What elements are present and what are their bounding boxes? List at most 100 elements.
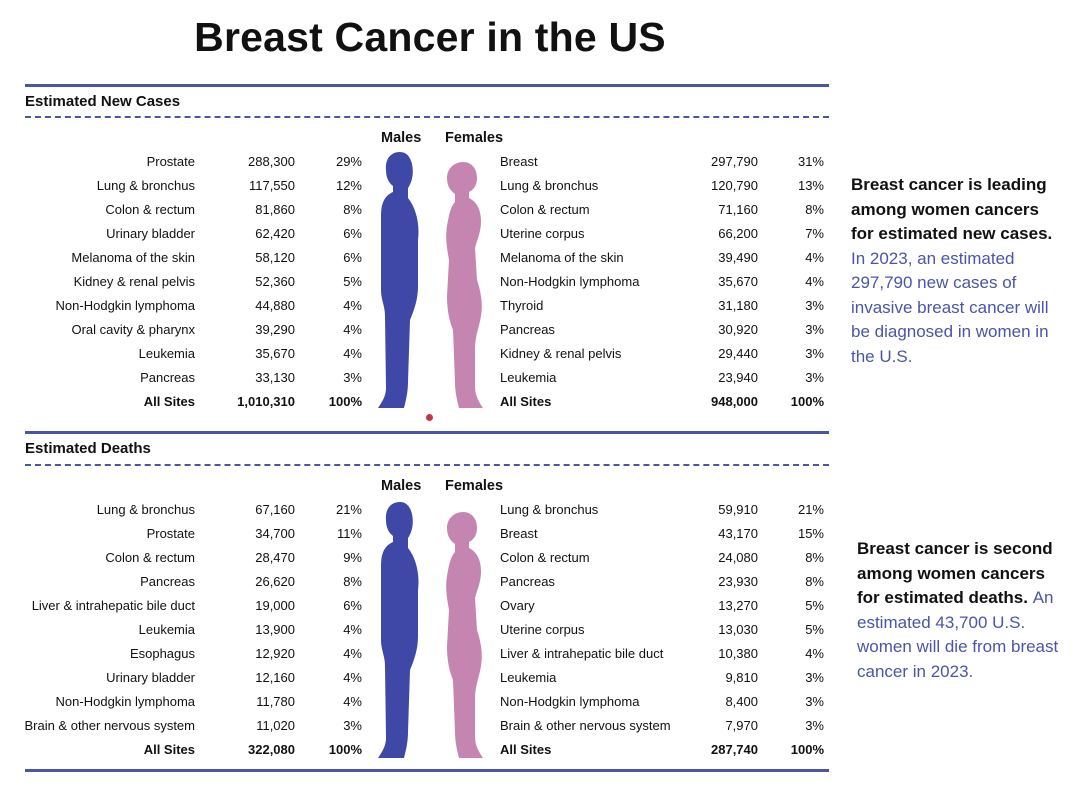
female-percent-cell: 3% <box>805 670 824 685</box>
table-row: Oral cavity & pharynx 39,290 4% Pancreas 30,… <box>0 318 1080 342</box>
male-percent-cell: 4% <box>343 694 362 709</box>
female-site-cell: Breast <box>500 526 538 541</box>
female-site-cell: Non-Hodgkin lymphoma <box>500 274 640 289</box>
male-count-cell: 34,700 <box>255 526 295 541</box>
table-row: Non-Hodgkin lymphoma 11,780 4% Non-Hodgkin … <box>0 690 1080 714</box>
table-row: Brain & other nervous system 11,020 3% Brai… <box>0 714 1080 738</box>
female-count-cell: 7,970 <box>725 718 758 733</box>
female-count-cell: 120,790 <box>711 178 758 193</box>
male-percent-cell: 3% <box>343 370 362 385</box>
male-site-cell: Colon & rectum <box>105 202 195 217</box>
table-row: Kidney & renal pelvis 52,360 5% Non-Hodgkin… <box>0 270 1080 294</box>
female-percent-cell: 4% <box>805 274 824 289</box>
female-count-cell: 59,910 <box>718 502 758 517</box>
male-percent-cell: 4% <box>343 346 362 361</box>
male-site-cell: Oral cavity & pharynx <box>71 322 195 337</box>
male-percent-cell: 4% <box>343 670 362 685</box>
section-heading-new-cases: Estimated New Cases <box>25 93 181 110</box>
male-count-cell: 26,620 <box>255 574 295 589</box>
males-column-header: Males <box>381 130 422 146</box>
female-count-cell: 43,170 <box>718 526 758 541</box>
female-percent-cell: 3% <box>805 370 824 385</box>
bottom-rule <box>25 769 829 772</box>
female-site-cell: Thyroid <box>500 298 544 313</box>
male-count-cell: 11,020 <box>256 718 295 733</box>
male-site-cell: Prostate <box>146 154 195 169</box>
male-site-cell: Liver & intrahepatic bile duct <box>31 598 195 613</box>
male-count-cell: 58,120 <box>255 250 295 265</box>
male-count-cell: 11,780 <box>256 694 295 709</box>
male-percent-cell: 5% <box>343 274 362 289</box>
female-count-cell: 948,000 <box>711 394 758 409</box>
female-percent-cell: 8% <box>805 574 824 589</box>
new-cases-note-bold: Breast cancer is leading among women can… <box>851 175 1053 243</box>
male-site-cell: Non-Hodgkin lymphoma <box>55 298 195 313</box>
female-site-cell: Pancreas <box>500 574 555 589</box>
female-count-cell: 13,270 <box>718 598 758 613</box>
female-percent-cell: 5% <box>805 598 824 613</box>
female-silhouette-icon <box>446 162 483 408</box>
female-count-cell: 29,440 <box>718 346 758 361</box>
male-count-cell: 39,290 <box>255 322 295 337</box>
female-count-cell: 31,180 <box>718 298 758 313</box>
male-site-cell: Non-Hodgkin lymphoma <box>55 694 195 709</box>
male-count-cell: 35,670 <box>255 346 295 361</box>
male-count-cell: 28,470 <box>255 550 295 565</box>
male-site-cell: Kidney & renal pelvis <box>73 274 195 289</box>
female-site-cell: Brain & other nervous system <box>500 718 671 733</box>
female-site-cell: Pancreas <box>500 322 555 337</box>
table-row: Prostate 34,700 11% Breast 43,170 15% <box>0 522 1080 546</box>
female-site-cell: Non-Hodgkin lymphoma <box>500 694 640 709</box>
female-site-cell: All Sites <box>500 394 552 409</box>
male-site-cell: Urinary bladder <box>106 226 195 241</box>
male-site-cell: Lung & bronchus <box>96 178 195 193</box>
table-row: Leukemia 13,900 4% Uterine corpus 13,030 5% <box>0 618 1080 642</box>
female-site-cell: Lung & bronchus <box>500 178 599 193</box>
section-heading-deaths: Estimated Deaths <box>25 440 151 457</box>
table-row: Colon & rectum 28,470 9% Colon & rectum 24,0… <box>0 546 1080 570</box>
female-count-cell: 66,200 <box>718 226 758 241</box>
female-site-cell: Breast <box>500 154 538 169</box>
male-count-cell: 52,360 <box>255 274 295 289</box>
table-row: Pancreas 26,620 8% Pancreas 23,930 8% <box>0 570 1080 594</box>
new-cases-note: Breast cancer is leading among women can… <box>851 173 1061 369</box>
female-percent-cell: 3% <box>805 346 824 361</box>
table-row: Leukemia 35,670 4% Kidney & renal pelvis 29,… <box>0 342 1080 366</box>
male-count-cell: 19,000 <box>255 598 295 613</box>
male-count-cell: 1,010,310 <box>237 394 295 409</box>
male-percent-cell: 3% <box>343 718 362 733</box>
male-count-cell: 44,880 <box>255 298 295 313</box>
female-percent-cell: 3% <box>805 322 824 337</box>
male-count-cell: 13,900 <box>255 622 295 637</box>
female-percent-cell: 3% <box>805 298 824 313</box>
table-row: Lung & bronchus 117,550 12% Lung & bronchus… <box>0 174 1080 198</box>
male-site-cell: Pancreas <box>140 370 195 385</box>
male-count-cell: 12,920 <box>255 646 295 661</box>
male-count-cell: 322,080 <box>248 742 295 757</box>
deaths-note-bold: Breast cancer is second among women canc… <box>857 539 1053 607</box>
female-percent-cell: 5% <box>805 622 824 637</box>
female-count-cell: 287,740 <box>711 742 758 757</box>
male-site-cell: Esophagus <box>129 646 195 661</box>
male-count-cell: 117,550 <box>248 178 295 193</box>
female-site-cell: All Sites <box>500 742 552 757</box>
female-percent-cell: 3% <box>805 718 824 733</box>
males-column-header: Males <box>381 478 422 494</box>
female-site-cell: Liver & intrahepatic bile duct <box>500 646 664 661</box>
table-row: Melanoma of the skin 58,120 6% Melanoma of … <box>0 246 1080 270</box>
female-site-cell: Ovary <box>500 598 535 613</box>
female-site-cell: Uterine corpus <box>500 226 585 241</box>
male-count-cell: 288,300 <box>248 154 295 169</box>
female-count-cell: 23,930 <box>718 574 758 589</box>
female-count-cell: 9,810 <box>725 670 758 685</box>
deaths-note: Breast cancer is second among women canc… <box>857 537 1067 684</box>
female-count-cell: 10,380 <box>718 646 758 661</box>
table-row: Prostate 288,300 29% Breast 297,790 31% <box>0 150 1080 174</box>
table-row: Colon & rectum 81,860 8% Colon & rectum 71,1… <box>0 198 1080 222</box>
table-row: Liver & intrahepatic bile duct 19,000 6% Ov… <box>0 594 1080 618</box>
female-site-cell: Leukemia <box>500 670 557 685</box>
table-row: Non-Hodgkin lymphoma 44,880 4% Thyroid 31,18… <box>0 294 1080 318</box>
section-dashed-divider <box>25 464 829 466</box>
male-site-cell: Pancreas <box>140 574 195 589</box>
male-percent-cell: 4% <box>343 622 362 637</box>
